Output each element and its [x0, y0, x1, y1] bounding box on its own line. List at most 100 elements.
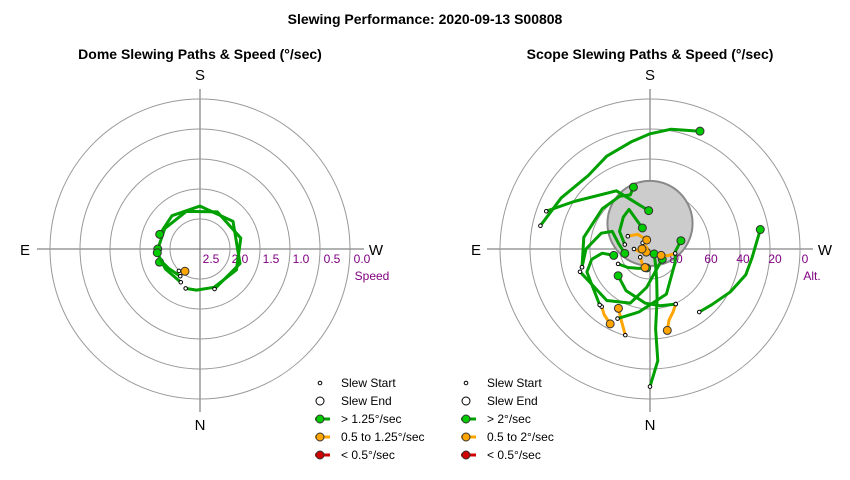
legend-label: < 0.5°/sec [487, 448, 541, 462]
slew-start-marker [625, 233, 631, 239]
slew-start-marker [543, 208, 549, 214]
slew-end-marker [642, 235, 652, 245]
dome-direction-top: S [195, 67, 205, 84]
dome-direction-left: E [20, 242, 30, 259]
slew-path [580, 229, 627, 269]
legend-swatch-marker [461, 450, 471, 460]
slew-path [156, 209, 243, 292]
slew-end-marker [662, 325, 672, 335]
legend-swatch-marker [315, 414, 325, 424]
slew-start-marker [615, 261, 621, 267]
slew-start-marker [212, 286, 217, 292]
radial-tick-label: 1.5 [263, 252, 280, 266]
slew-path [578, 257, 664, 305]
radial-tick-label: 20 [768, 252, 782, 266]
slew-path [585, 251, 616, 307]
slew-start-marker [672, 251, 678, 256]
legend-swatch-marker [461, 432, 471, 442]
legend-label: > 1.25°/sec [341, 412, 402, 426]
slew-end-marker [676, 236, 686, 246]
slew-path [697, 228, 762, 314]
slew-start-marker [622, 242, 628, 247]
scope-direction-left: E [471, 242, 481, 259]
legend-swatch-start [463, 380, 469, 386]
slew-start-marker [673, 301, 678, 307]
slew-end-marker [613, 303, 623, 313]
legend-swatch-end [315, 396, 325, 406]
grid-ring [499, 98, 801, 400]
slew-start-marker [597, 302, 602, 308]
radial-tick-label: 0.5 [324, 252, 341, 266]
slew-start-marker [183, 286, 188, 291]
radial-axis-label: Speed [355, 269, 390, 283]
scope-chart-title: Scope Slewing Paths & Speed (°/sec) [527, 46, 774, 62]
legend-label: > 2°/sec [487, 412, 531, 426]
slew-end-marker [155, 229, 165, 239]
dome-direction-bottom: N [195, 417, 206, 434]
legend-swatch-marker [315, 450, 325, 460]
slew-end-marker [605, 319, 615, 329]
slew-path [544, 189, 651, 213]
dome-chart: Dome Slewing Paths & Speed (°/sec) S N E… [20, 46, 425, 462]
scope-direction-right: W [818, 242, 833, 259]
radial-tick-label: 60 [704, 252, 718, 266]
slew-end-marker [656, 250, 666, 260]
slew-path [618, 207, 644, 247]
slew-start-marker [178, 279, 184, 285]
slew-start-marker [631, 246, 637, 252]
grid-ring [49, 98, 351, 400]
slew-end-marker [180, 266, 190, 276]
grid-ring [139, 188, 261, 310]
grid-ring [169, 218, 231, 280]
grid-ring [79, 128, 321, 370]
slew-end-marker [609, 250, 619, 260]
grid-ring [559, 158, 741, 340]
slew-start-marker [579, 264, 585, 270]
radial-tick-label: 40 [736, 252, 750, 266]
radial-tick-label: 0.0 [354, 252, 371, 266]
legend-swatch-marker [315, 432, 325, 442]
slew-end-marker [152, 248, 162, 258]
legend-swatch-end [461, 396, 471, 406]
legend-label: Slew Start [341, 376, 396, 390]
slew-path [538, 127, 702, 228]
legend-swatch-start [317, 380, 323, 386]
legend-swatch-marker [461, 414, 471, 424]
slew-start-marker [696, 309, 702, 315]
slew-end-marker [613, 271, 623, 281]
legend-label: Slew End [341, 394, 392, 408]
slew-end-marker [644, 206, 654, 216]
radial-axis-label: Alt. [803, 269, 820, 283]
slew-start-marker [538, 223, 543, 229]
grid-ring [109, 158, 291, 340]
legend-label: 0.5 to 2°/sec [487, 430, 554, 444]
slew-path [616, 239, 683, 321]
slew-start-marker [637, 254, 643, 260]
slew-end-marker [640, 263, 650, 273]
scope-direction-top: S [645, 67, 655, 84]
slew-start-marker [615, 316, 620, 321]
slew-end-marker [620, 248, 630, 258]
slew-start-marker [623, 332, 628, 338]
radial-tick-label: 2.5 [203, 252, 220, 266]
slew-end-marker [637, 244, 647, 254]
grid-ring [529, 128, 771, 370]
radial-tick-label: 0 [802, 252, 809, 266]
slew-end-marker [755, 225, 765, 235]
slew-start-marker [176, 268, 182, 274]
slew-path [616, 274, 678, 308]
legend-label: < 0.5°/sec [341, 448, 395, 462]
scope-direction-bottom: N [645, 417, 656, 434]
scope-chart: Scope Slewing Paths & Speed (°/sec) S N … [461, 46, 833, 462]
slew-end-marker [695, 126, 705, 136]
legend-label: 0.5 to 1.25°/sec [341, 430, 425, 444]
dome-direction-right: W [369, 242, 384, 259]
slew-path [665, 302, 678, 332]
page-title: Slewing Performance: 2020-09-13 S00808 [288, 11, 563, 27]
slew-path [158, 204, 242, 291]
legend-label: Slew Start [487, 376, 542, 390]
slew-path [580, 185, 635, 269]
dome-chart-title: Dome Slewing Paths & Speed (°/sec) [78, 46, 322, 62]
slew-end-marker [628, 182, 638, 192]
